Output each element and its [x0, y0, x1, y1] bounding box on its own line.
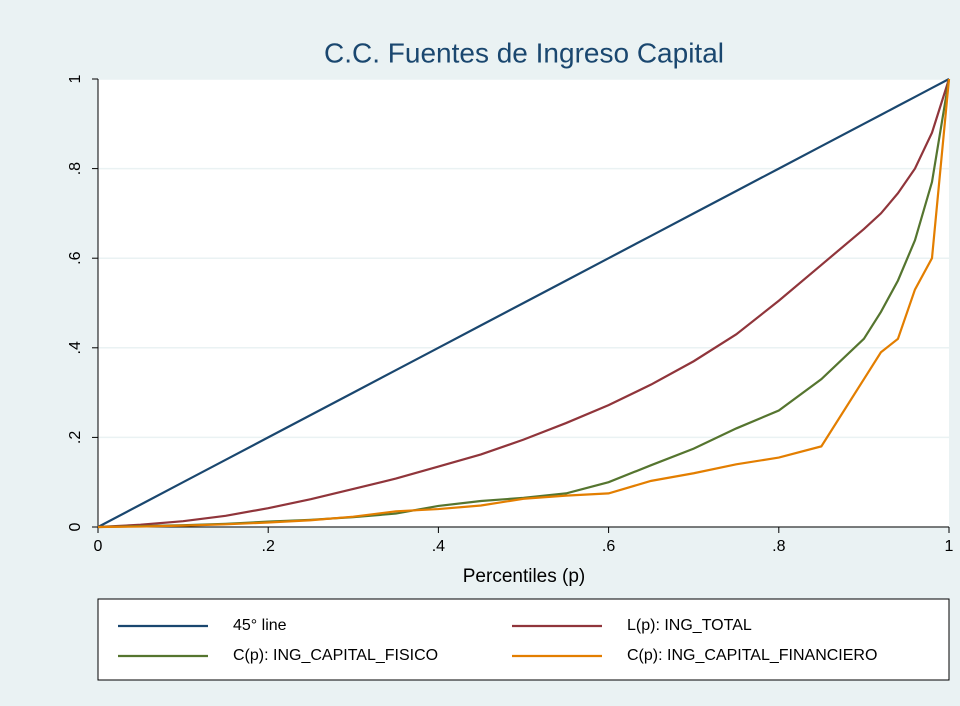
y-tick-label: .6 [67, 251, 84, 264]
legend-label: L(p): ING_TOTAL [627, 617, 752, 634]
x-tick-label: .4 [432, 538, 445, 555]
y-tick-label: .8 [67, 162, 84, 175]
y-tick-label: .2 [67, 431, 84, 444]
chart-title: C.C. Fuentes de Ingreso Capital [324, 37, 724, 68]
legend [97, 598, 950, 681]
y-tick-label: 0 [67, 522, 84, 531]
x-tick-label: .2 [262, 538, 275, 555]
legend-label: C(p): ING_CAPITAL_FINANCIERO [627, 647, 877, 664]
x-axis-title: Percentiles (p) [463, 566, 586, 587]
series-line [97, 78, 950, 528]
series-line [97, 78, 951, 529]
x-tick-label: .6 [602, 538, 615, 555]
series-line [97, 78, 951, 529]
x-tick-label: 0 [94, 538, 103, 555]
legend-label: 45° line [233, 617, 287, 634]
x-tick-label: 1 [945, 538, 954, 555]
y-tick-label: .4 [67, 341, 84, 354]
x-tick-label: .8 [772, 538, 785, 555]
y-tick-label: 1 [67, 74, 84, 83]
legend-label: C(p): ING_CAPITAL_FISICO [233, 647, 438, 664]
